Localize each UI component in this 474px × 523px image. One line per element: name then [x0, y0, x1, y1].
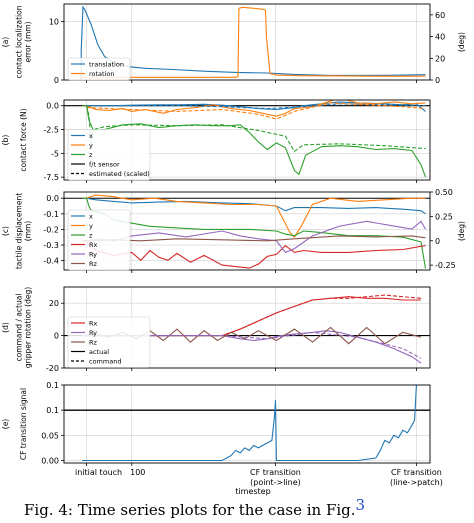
panel-1: 0.0 -2.5 -5 -7.5 (b) contact force (N) xyzf/t … — [1, 99, 431, 183]
y2-tick-label: -0.25 — [435, 261, 456, 270]
y-tick-label: -0.2 — [43, 225, 59, 234]
y2-axis-label: (deg) — [457, 221, 466, 241]
legend-label: z — [89, 151, 93, 159]
legend-label: rotation — [89, 70, 115, 78]
series-line-ry — [82, 330, 422, 364]
legend-box — [67, 316, 151, 368]
y-tick-label: 10 — [49, 18, 59, 27]
y-tick-label: 0.0 — [46, 194, 59, 203]
y-tick-label: -2.5 — [43, 126, 59, 135]
y-axis-label: tactile displacement — [15, 193, 24, 269]
y-axis-label: CF transition signal — [19, 388, 28, 460]
series-line-z — [82, 197, 427, 269]
x-tick-label-100: 100 — [130, 468, 145, 477]
y2-tick-label: 60 — [435, 11, 445, 20]
y-axis-label: error (mm) — [24, 21, 33, 62]
legend-label: Rx — [89, 241, 98, 249]
y-tick-label: -0.4 — [43, 257, 59, 266]
panel-tag: (c) — [1, 226, 10, 236]
x-annotation-cf2-sub: (line->patch) — [390, 478, 443, 487]
panel-tag: (d) — [1, 322, 10, 333]
y-tick-label: 0.00 — [41, 456, 59, 465]
panel-4: 0.00 0.05 0.1 0.1 (e) CF transition signal — [1, 381, 431, 466]
y-axis-label: gripper rotation (deg) — [24, 287, 33, 368]
series-line-y — [82, 194, 426, 239]
panel-tag: (b) — [1, 135, 10, 146]
legend-label: Ry — [89, 329, 97, 337]
y2-axis-label: (deg) — [457, 32, 466, 52]
legend-label: y — [89, 141, 93, 149]
y-tick-label: 20 — [49, 299, 59, 308]
y-tick-label: -7.5 — [43, 173, 59, 182]
legend-label: command — [89, 357, 121, 365]
y-tick-label: -20 — [46, 364, 59, 373]
series-line-ry-cmd — [82, 331, 422, 359]
y-axis-label: command / actual — [15, 294, 24, 362]
y2-tick-label: 0.25 — [435, 212, 453, 221]
y-axis-label: (mm) — [24, 221, 33, 242]
panel-tag: (e) — [1, 419, 10, 430]
y-tick-label: 0 — [54, 76, 59, 85]
plot-frame — [63, 99, 431, 181]
legend-label: z — [89, 231, 93, 239]
series-line-rotation — [77, 6, 426, 80]
y-tick-label: -0.1 — [43, 210, 59, 219]
legend-label: x — [89, 212, 93, 220]
y-tick-label: 0 — [54, 332, 59, 341]
legend-label: Rz — [89, 260, 98, 268]
y-axis-label: contact localization — [15, 5, 24, 78]
legend-label: Rz — [89, 338, 98, 346]
x-annotation-cf1: CF transition — [250, 468, 301, 477]
legend-label: f/t sensor — [89, 160, 120, 168]
plot-frame — [63, 286, 431, 369]
legend-label: Rx — [89, 319, 98, 327]
legend-box — [67, 209, 131, 271]
y-tick-label: 0.1 — [46, 406, 59, 415]
x-axis-label: timestep — [235, 487, 270, 496]
legend-label: estimated (scaled) — [89, 170, 150, 178]
y2-tick-label: 0 — [435, 237, 440, 246]
caption-ref-link[interactable]: 3 — [356, 496, 366, 514]
series-line-z — [82, 105, 427, 178]
panel-2: 0.0 -0.1 -0.2 -0.3 -0.4 -0.25 0 0.25 0.50 (deg) (c… — [1, 188, 466, 273]
panel-3: -20 0 20 (d) command / actual gripper rotatio… — [1, 286, 431, 373]
figure-caption: Fig. 4: Time series plots for the case i… — [24, 496, 365, 519]
y-tick-label: 0.05 — [41, 431, 59, 440]
plot-frame — [63, 384, 431, 464]
plot-frame — [63, 3, 431, 81]
legend-label: translation — [89, 60, 124, 68]
y-axis-label: contact force (N) — [19, 108, 28, 171]
caption-text: Fig. 4: Time series plots for the case i… — [24, 501, 356, 519]
legend-label: actual — [89, 348, 109, 356]
series-line-signal — [82, 385, 417, 462]
legend-label: Ry — [89, 250, 97, 258]
legend-box — [67, 129, 151, 181]
series-line-y — [82, 100, 426, 117]
y-tick-label: 0.1 — [46, 381, 59, 390]
x-annotation-initial-touch: initial touch — [75, 468, 122, 477]
panel-tag: (a) — [1, 37, 10, 48]
svg-text:Fig. 4: Time series plots for: Fig. 4: Time series plots for the case i… — [24, 496, 365, 519]
y2-tick-label: 20 — [435, 54, 445, 63]
x-annotation-cf2: CF transition — [391, 468, 442, 477]
series-line-x — [82, 101, 426, 112]
series-line-x-est — [86, 103, 426, 110]
y2-tick-label: 40 — [435, 33, 445, 42]
y2-tick-label: 0 — [435, 76, 440, 85]
y-tick-label: 0.0 — [46, 102, 59, 111]
series-line-y-est — [86, 102, 426, 120]
y-tick-label: -5 — [51, 149, 59, 158]
plot-frame — [63, 191, 431, 271]
legend-label: x — [89, 132, 93, 140]
legend-label: y — [89, 222, 93, 230]
y-tick-label: -0.3 — [43, 241, 59, 250]
series-line-rx-cmd — [82, 294, 422, 337]
y2-tick-label: 0.50 — [435, 188, 453, 197]
x-annotation-cf1-sub: (point->line) — [250, 478, 301, 487]
panel-0: 0 10 0 20 40 60 (deg) (a) contact localization er… — [1, 3, 466, 85]
